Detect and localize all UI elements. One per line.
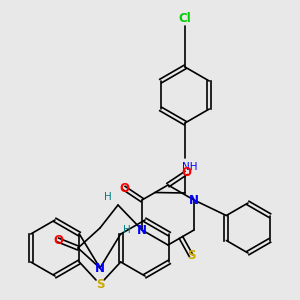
Text: H: H — [123, 225, 131, 235]
Text: NH: NH — [182, 162, 198, 172]
Text: N: N — [137, 224, 147, 236]
Text: O: O — [181, 167, 191, 179]
Text: O: O — [53, 233, 63, 247]
Text: N: N — [189, 194, 199, 206]
Text: Cl: Cl — [178, 11, 191, 25]
Text: N: N — [95, 262, 105, 275]
Text: S: S — [187, 249, 195, 262]
Text: S: S — [96, 278, 104, 292]
Text: O: O — [119, 182, 129, 194]
Text: H: H — [104, 192, 112, 202]
